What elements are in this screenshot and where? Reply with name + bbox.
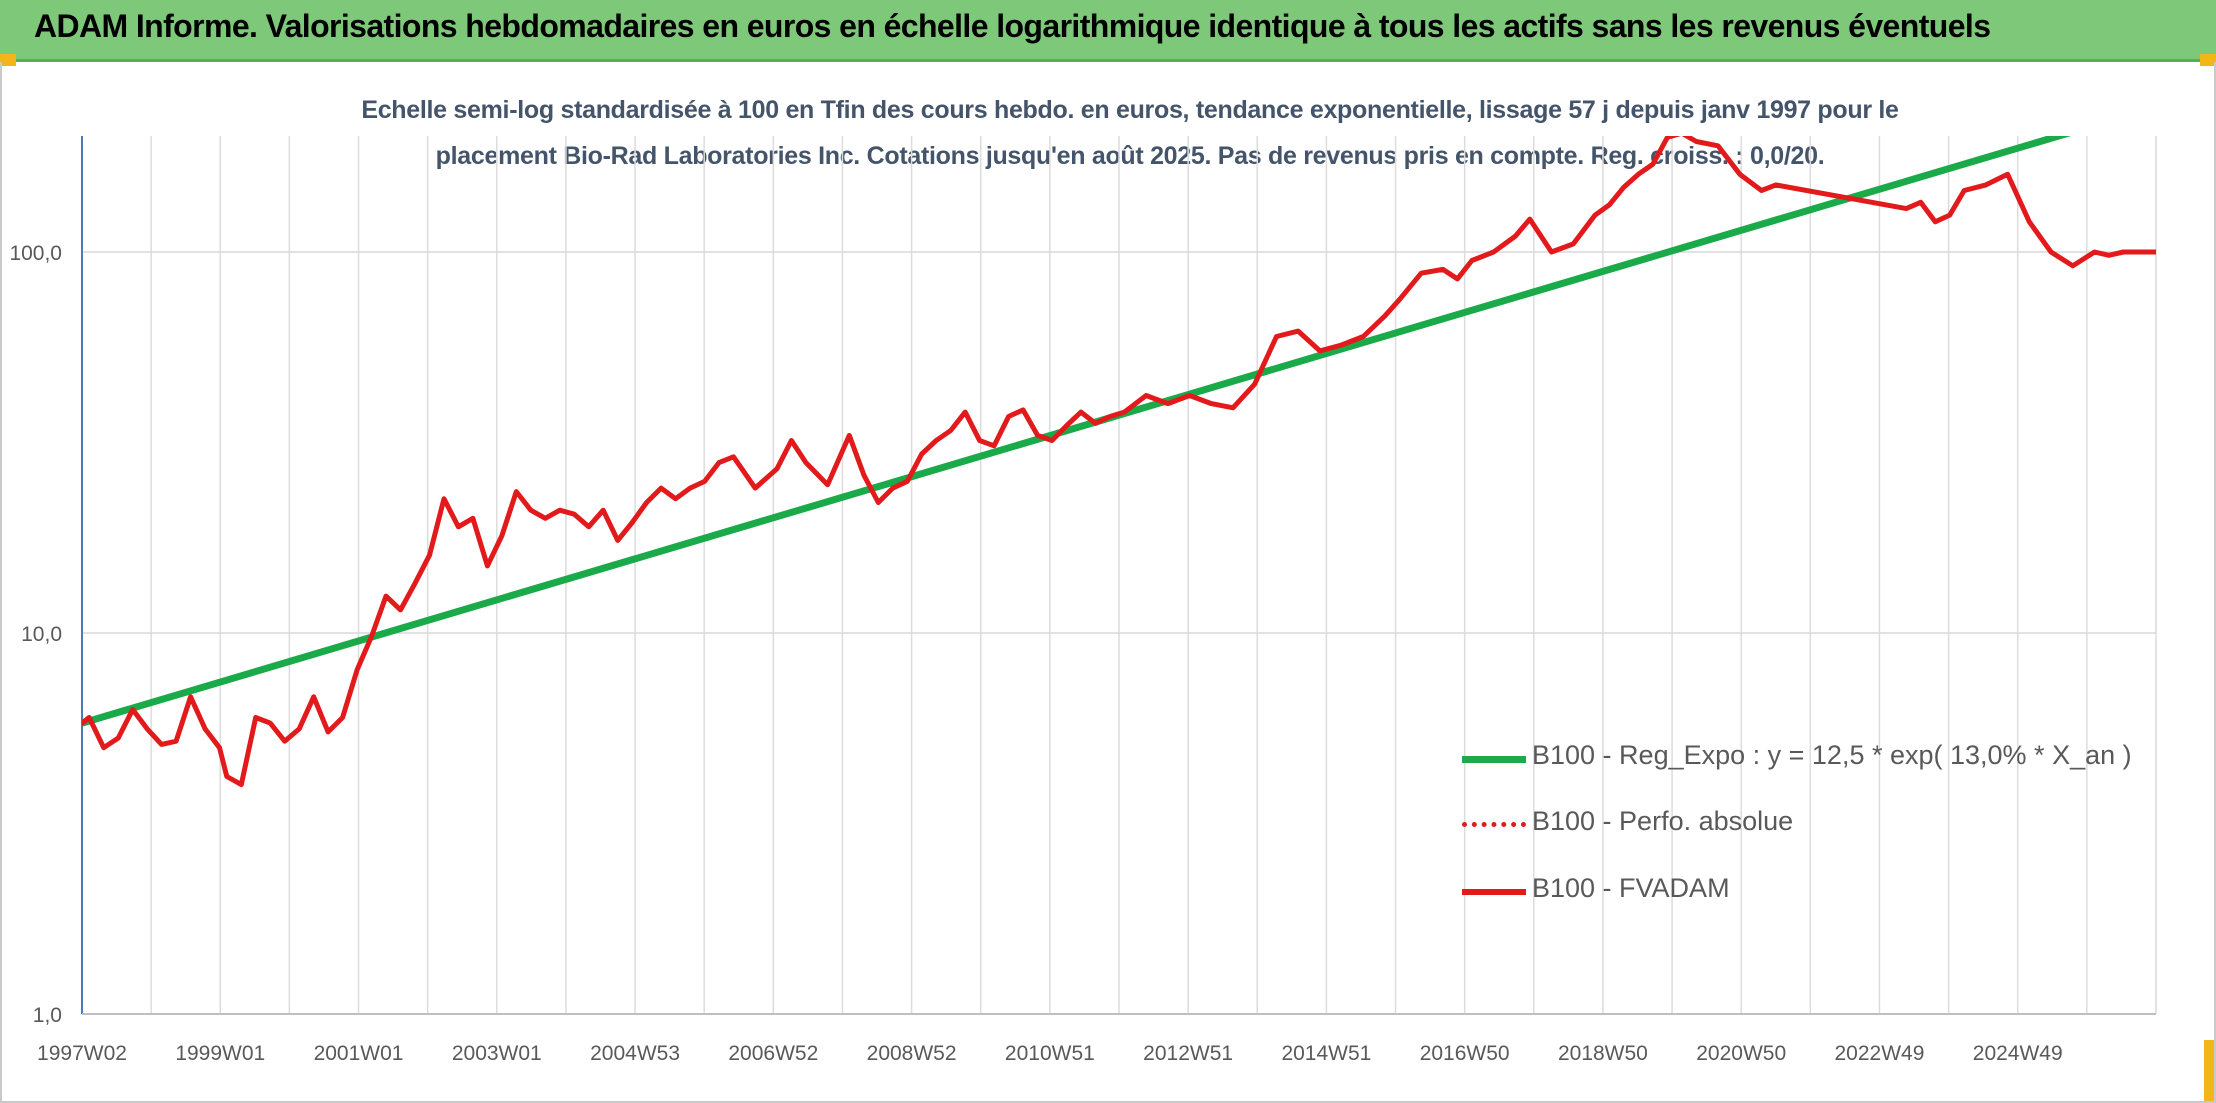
x-tick-label: 2020W50 xyxy=(1696,1042,1786,1065)
x-tick-label: 2024W49 xyxy=(1973,1042,2063,1065)
grid-lines xyxy=(82,136,2157,1015)
y-tick-label: 10,0 xyxy=(21,623,62,646)
x-tick-label: 1999W01 xyxy=(175,1042,265,1065)
chart-subtitle-line-2: placement Bio-Rad Laboratories Inc. Cota… xyxy=(435,142,1825,170)
chart-subtitle-line-1: Echelle semi-log standardisée à 100 en T… xyxy=(361,96,1899,124)
report-title: ADAM Informe. Valorisations hebdomadaire… xyxy=(34,8,1991,44)
x-tick-label: 2016W50 xyxy=(1420,1042,1510,1065)
x-tick-label: 2004W53 xyxy=(590,1042,680,1065)
corner-accent-bottom-right xyxy=(2204,1040,2216,1103)
x-tick-label: 2018W50 xyxy=(1558,1042,1648,1065)
legend-label-fvadam: B100 - FVADAM xyxy=(1532,873,1730,903)
y-tick-label: 1,0 xyxy=(33,1004,62,1027)
legend-swatch-reg-expo xyxy=(1462,756,1526,763)
report-banner: ADAM Informe. Valorisations hebdomadaire… xyxy=(0,0,2216,62)
legend-label-perfo-absolue: B100 - Perfo. absolue xyxy=(1532,806,1794,836)
x-tick-label: 2008W52 xyxy=(867,1042,957,1065)
legend-swatch-perfo-absolue xyxy=(1462,822,1526,827)
legend-swatch-fvadam xyxy=(1462,889,1526,895)
y-tick-label: 100,0 xyxy=(9,242,62,265)
tick-labels: 1997W02 1999W01 2001W01 2003W01 2004W53 2006W… xyxy=(9,242,2062,1065)
axis-lines xyxy=(81,136,2156,1015)
x-tick-label: 2014W51 xyxy=(1281,1042,1371,1065)
series-group xyxy=(82,136,2156,788)
legend-label-reg-expo: B100 - Reg_Expo : y = 12,5 * exp( 13,0% … xyxy=(1532,740,2132,770)
x-tick-label: 2022W49 xyxy=(1835,1042,1925,1065)
x-tick-label: 2010W51 xyxy=(1005,1042,1095,1065)
series-fvadam-line xyxy=(82,136,2156,788)
corner-accent-left xyxy=(0,54,16,66)
x-tick-label: 1997W02 xyxy=(37,1042,127,1065)
x-tick-label: 2003W01 xyxy=(452,1042,542,1065)
x-tick-label: 2006W52 xyxy=(728,1042,818,1065)
chart-frame xyxy=(0,62,2216,1103)
x-tick-label: 2012W51 xyxy=(1143,1042,1233,1065)
corner-accent-right xyxy=(2200,54,2216,66)
x-tick-label: 2001W01 xyxy=(314,1042,404,1065)
